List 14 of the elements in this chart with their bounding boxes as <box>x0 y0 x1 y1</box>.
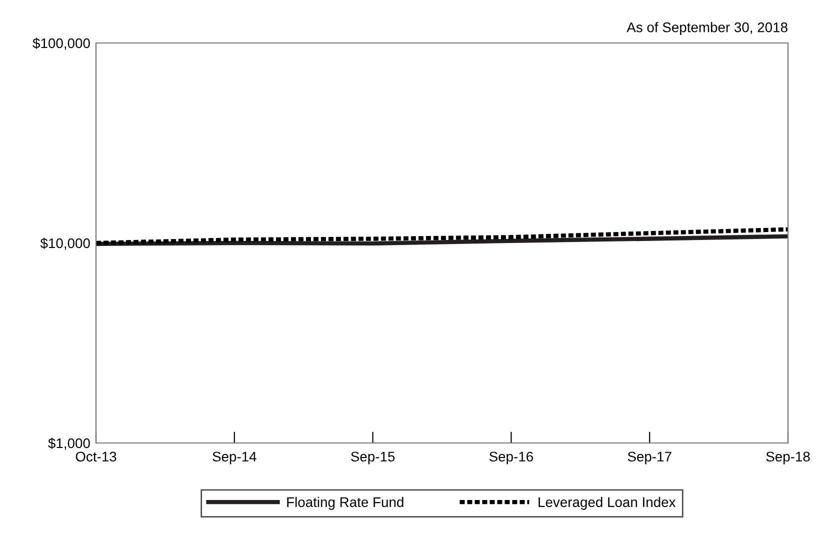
x-tick-label: Sep-18 <box>766 452 810 464</box>
x-tick-label: Oct-13 <box>76 452 116 462</box>
x-tick-label: Sep-17 <box>628 452 672 464</box>
x-tick-label: Sep-14 <box>212 452 256 464</box>
legend-label: Floating Rate Fund <box>287 496 404 510</box>
y-tick-label: $10,000 <box>40 238 90 250</box>
y-tick-label: $1,000 <box>48 438 90 450</box>
chart-subtitle: As of September 30, 2018 <box>626 22 788 35</box>
y-tick-label: $100,000 <box>32 38 90 50</box>
x-tick-label: Sep-15 <box>351 452 395 464</box>
legend-label: Leveraged Loan Index <box>538 496 676 510</box>
x-tick-label: Sep-16 <box>489 452 533 464</box>
line-series <box>96 234 788 246</box>
line-series <box>96 227 788 246</box>
